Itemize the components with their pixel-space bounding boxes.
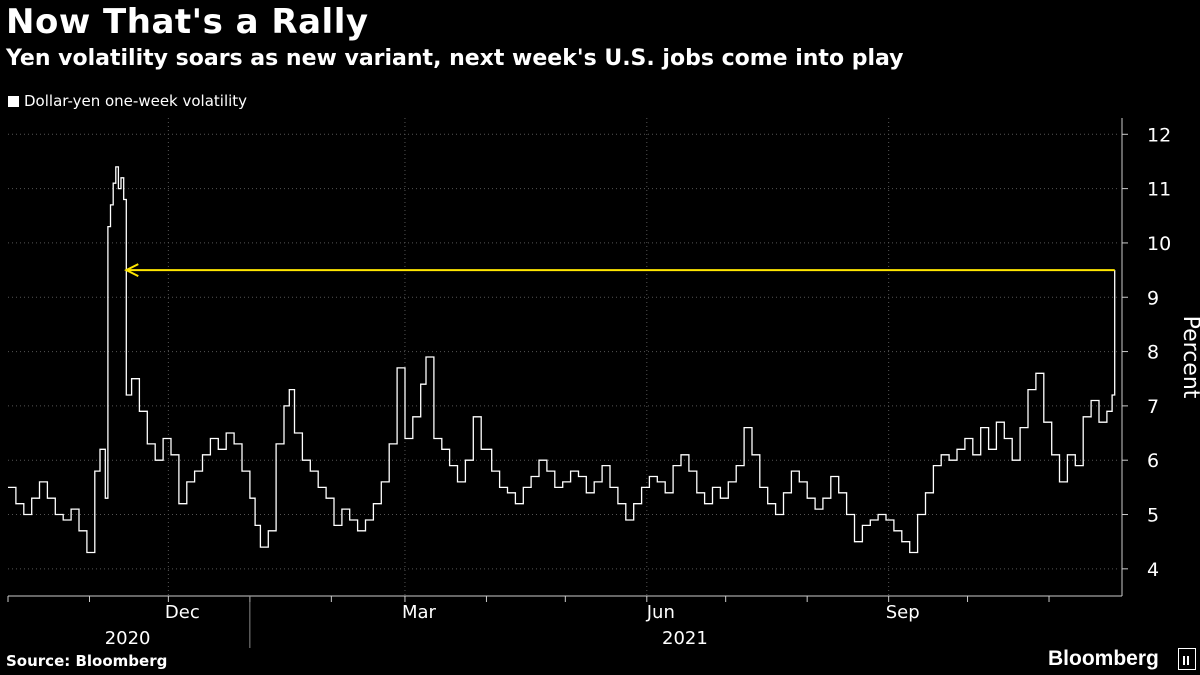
bloomberg-terminal-icon (1178, 648, 1196, 670)
legend-swatch (8, 95, 19, 107)
x-tick-label: Jun (646, 602, 675, 623)
y-tick-label: 10 (1147, 233, 1171, 255)
chart-subtitle: Yen volatility soars as new variant, nex… (6, 46, 904, 71)
source-note: Source: Bloomberg (6, 652, 168, 670)
annotation-arrowhead (124, 263, 139, 277)
x-tick-label: Sep (886, 602, 920, 623)
y-tick-label: 5 (1147, 505, 1159, 527)
y-tick-label: 7 (1147, 396, 1159, 418)
x-tick-label: Mar (402, 602, 437, 623)
legend-label: Dollar-yen one-week volatility (24, 92, 248, 110)
brand-logo: Bloomberg (1048, 647, 1159, 670)
y-tick-label: 9 (1147, 287, 1159, 309)
y-tick-label: 8 (1147, 342, 1159, 364)
y-axis-label: Percent (1178, 316, 1200, 399)
volatility-series-line (8, 166, 1116, 554)
y-tick-label: 11 (1147, 179, 1171, 201)
y-tick-label: 6 (1147, 450, 1159, 472)
year-label: 2020 (105, 628, 151, 649)
year-label: 2021 (662, 628, 708, 649)
legend: Dollar-yen one-week volatility (8, 92, 247, 110)
x-tick-label: Dec (165, 602, 200, 623)
y-tick-label: 12 (1147, 124, 1171, 146)
y-tick-label: 4 (1147, 559, 1159, 581)
chart-title: Now That's a Rally (6, 2, 369, 42)
